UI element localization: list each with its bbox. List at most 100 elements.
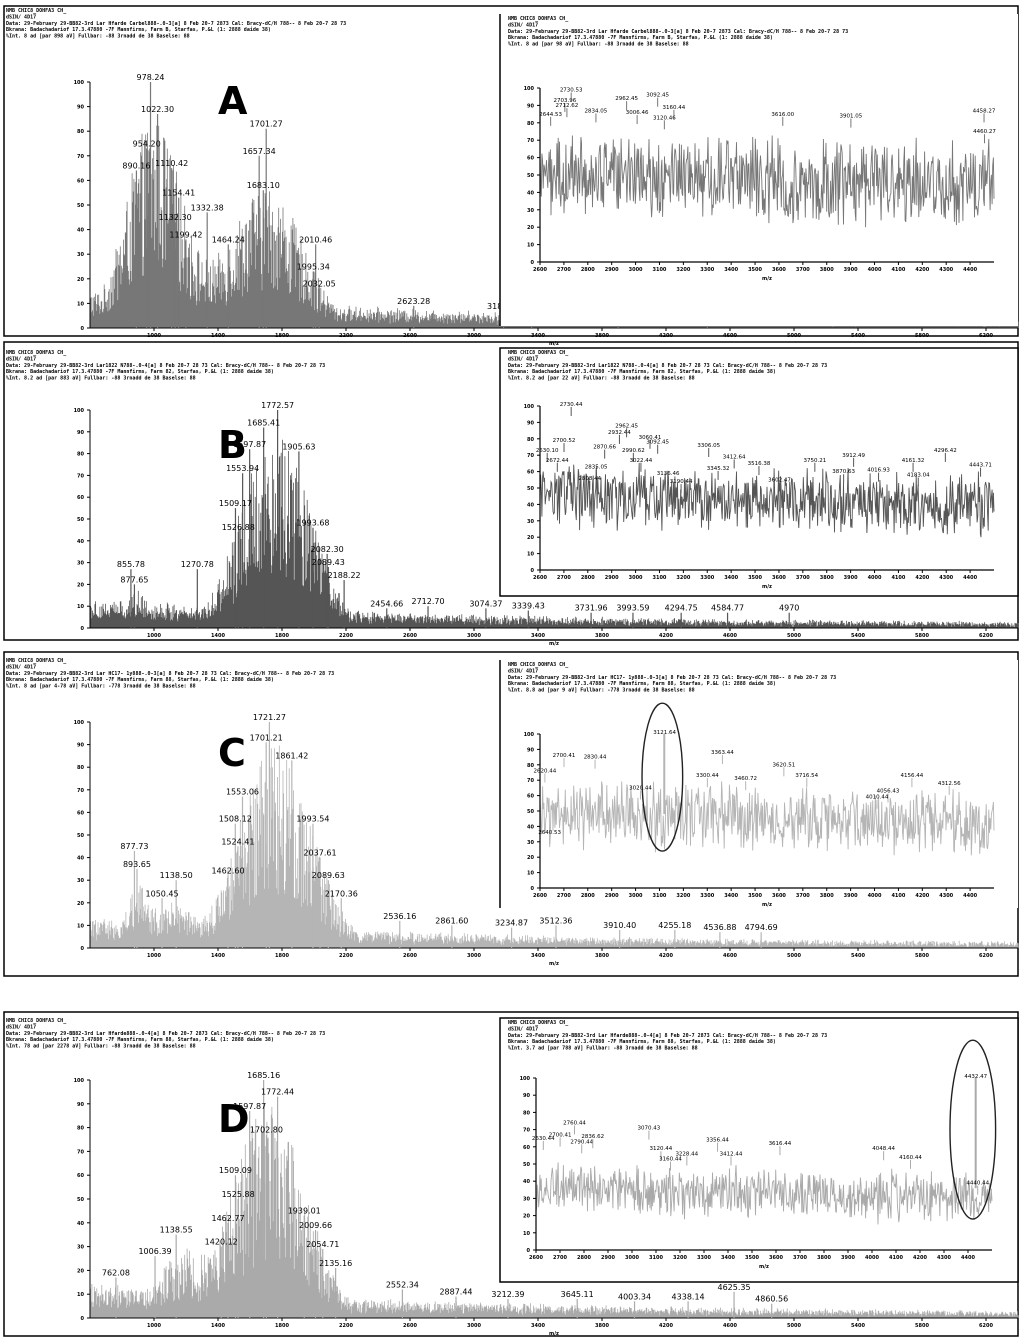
x-tick-label: 4200: [659, 953, 673, 959]
inset-header-line: %Int. 3.7 ad [par 788 aV] Fullbar: -88 3…: [508, 1046, 698, 1052]
inset-x-tick-label: 3800: [817, 1255, 831, 1261]
inset-y-tick-label: 90: [527, 103, 534, 109]
x-tick-label: 5000: [787, 333, 801, 339]
y-tick-label: 40: [77, 1221, 84, 1227]
inset-y-tick-label: 0: [531, 568, 535, 574]
peak-label: 1553.06: [226, 788, 259, 797]
inset-x-tick-label: 3200: [676, 575, 690, 581]
y-tick-label: 40: [77, 856, 84, 862]
peak-label: 1905.63: [282, 442, 315, 451]
inset-header-line: Bkrana: Badachadariof 17.3.47880 -7F Man…: [508, 369, 776, 375]
x-tick-label: 2600: [403, 333, 417, 339]
inset-peak-label: 3620.51: [772, 762, 795, 768]
x-tick-label: 2600: [403, 953, 417, 959]
header-line: Bkrana: Badachadariof 17.3.47880 -7F Man…: [6, 677, 274, 683]
x-axis-label: m/z: [549, 1331, 559, 1337]
inset-x-axis-label: m/z: [762, 902, 772, 908]
y-tick-label: 20: [77, 277, 84, 283]
peak-label: 1022.30: [141, 105, 174, 114]
peak-label: 1772.44: [261, 1088, 294, 1097]
inset-peak-label: 3120.46: [653, 115, 676, 121]
inset-peak-label: 2830.44: [584, 755, 607, 761]
peak-label: 2861.60: [435, 916, 468, 925]
inset-x-tick-label: 4400: [963, 575, 977, 581]
y-tick-label: 80: [77, 765, 84, 771]
peak-label: 4255.18: [658, 921, 691, 930]
peak-label: 3993.59: [616, 604, 649, 613]
inset-peak-label: 3616.00: [771, 112, 794, 118]
inset-x-tick-label: 3000: [629, 267, 643, 273]
x-tick-label: 5400: [851, 953, 865, 959]
inset-y-tick-label: 10: [527, 871, 534, 877]
inset-peak-label: 3060.41: [639, 435, 662, 441]
x-tick-label: 4600: [723, 333, 737, 339]
inset-y-tick-label: 40: [527, 824, 534, 830]
inset-header-line: dSIN/ 4D17: [508, 22, 538, 28]
peak-label: 2170.36: [325, 889, 358, 898]
header-line: Data: 29-February 29-BB82-3rd Lar Hfarde…: [6, 21, 346, 27]
inset-peak-label: 3345.32: [707, 466, 730, 472]
inset-peak-label: 2730.44: [560, 402, 583, 408]
inset-header-line: Data: 29-February 29-BB82-3rd Lar Hfarde…: [508, 29, 848, 35]
inset-x-tick-label: 3300: [700, 575, 714, 581]
peak-label: 2009.66: [299, 1221, 332, 1230]
header-line: NMB CHIC8_DOHFA3 CH_: [6, 1018, 67, 1024]
header-line: dSIN/ 4D17: [6, 664, 36, 670]
inset-x-tick-label: 3300: [700, 893, 714, 899]
inset-header-line: dSIN/ 4D17: [508, 356, 538, 362]
peak-label: 1464.24: [212, 235, 245, 244]
x-tick-label: 1400: [211, 1323, 225, 1329]
inset-x-tick-label: 3300: [700, 267, 714, 273]
inset-peak-label: 4056.43: [877, 789, 900, 795]
inset-y-tick-label: 80: [527, 121, 534, 127]
inset-y-tick-label: 50: [523, 1162, 530, 1168]
inset-y-tick-label: 90: [527, 747, 534, 753]
peak-label: 1270.78: [181, 560, 214, 569]
y-tick-label: 20: [77, 901, 84, 907]
inset-x-tick-label: 2900: [605, 575, 619, 581]
peak-label: 4860.56: [755, 1295, 788, 1304]
inset-header-line: %Int. 8.8 ad [par 9 aV] Fullbar: -778 3r…: [508, 688, 695, 694]
inset-x-tick-label: 3700: [793, 1255, 807, 1261]
peak-label: 1420.12: [205, 1238, 238, 1247]
peak-label: 4625.35: [718, 1283, 751, 1292]
peak-label: 1110.42: [155, 159, 188, 168]
y-tick-label: 0: [81, 326, 85, 332]
inset-x-tick-label: 4000: [868, 893, 882, 899]
peak-label: 954.20: [133, 139, 161, 148]
peak-label: 2082.30: [311, 545, 344, 554]
inset-trace: [539, 135, 995, 228]
inset-y-tick-label: 30: [527, 519, 534, 525]
inset-x-tick-label: 3400: [724, 893, 738, 899]
highlight-ellipse: [641, 702, 684, 852]
inset-x-axis-label: m/z: [762, 584, 772, 590]
inset-y-tick-label: 70: [523, 1128, 530, 1134]
inset-y-tick-label: 70: [527, 138, 534, 144]
inset-peak-label: 4161.32: [902, 458, 925, 464]
inset-peak-label: 3716.54: [795, 773, 818, 779]
inset-peak-label: 4010.44: [866, 795, 889, 801]
panel-letter: A: [218, 79, 248, 123]
inset-y-tick-label: 60: [527, 470, 534, 476]
y-tick-label: 30: [77, 252, 84, 258]
peak-label: 2135.16: [319, 1259, 352, 1268]
inset-y-tick-label: 10: [527, 243, 534, 249]
header-line: dSIN/ 4D17: [6, 14, 36, 20]
peak-label: 4338.14: [672, 1292, 705, 1301]
x-tick-label: 3400: [531, 1323, 545, 1329]
y-tick-label: 50: [77, 203, 84, 209]
peak-label: 1657.34: [243, 147, 276, 156]
inset-header-line: %Int. 8.2 ad [par 22 aV] Fullbar: -88 3r…: [508, 376, 695, 382]
inset-peak-label: 4312.56: [938, 781, 961, 787]
inset-y-tick-label: 100: [520, 1076, 531, 1082]
inset-x-tick-label: 3700: [796, 893, 810, 899]
inset-peak-label: 2630.10: [536, 448, 559, 454]
inset-x-tick-label: 3900: [844, 893, 858, 899]
inset-x-tick-label: 3000: [629, 893, 643, 899]
y-tick-label: 90: [77, 743, 84, 749]
header-line: Data: 29-February 29-BB82-3rd Lar HC17- …: [6, 671, 334, 677]
header-line: %Int. 8 ad [par 4-78 aV] Fullbar: -778 3…: [6, 684, 196, 690]
peak-label: 1701.21: [250, 733, 283, 742]
x-tick-label: 5800: [915, 953, 929, 959]
